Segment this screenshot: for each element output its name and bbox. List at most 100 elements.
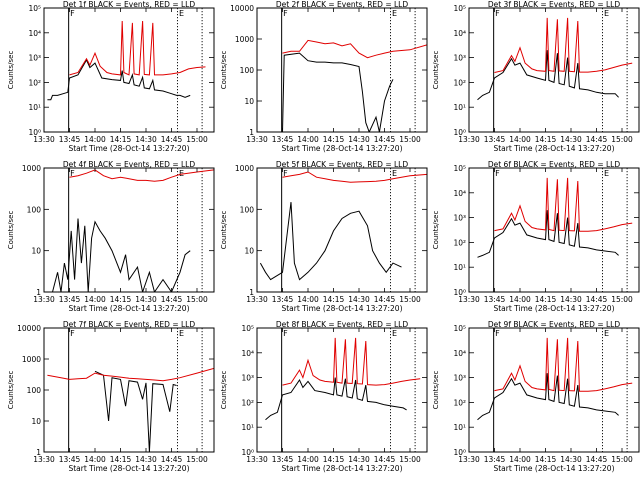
- x-tick-label: 14:15: [535, 135, 557, 144]
- events-series-line: [47, 58, 191, 101]
- lld-series-line: [282, 39, 427, 59]
- x-tick-label: 14:00: [509, 135, 531, 144]
- events-series-line: [477, 50, 619, 101]
- chart-title: Det 8f BLACK = Events, RED = LLD: [276, 320, 409, 329]
- y-axis-label: Counts/sec: [432, 371, 440, 410]
- y-axis-label: Counts/sec: [220, 371, 228, 410]
- y-tick-label: 10⁵: [453, 164, 466, 173]
- y-tick-label: 1: [249, 128, 254, 137]
- plot-frame: [43, 7, 215, 133]
- lld-series-line: [69, 20, 206, 76]
- chart-title: Det 4f BLACK = Events, RED = LLD: [63, 160, 196, 169]
- x-tick-label: 13:45: [484, 135, 506, 144]
- marker-label: E: [179, 169, 184, 178]
- x-tick-label: 13:30: [33, 455, 55, 464]
- x-tick-label: 14:30: [135, 135, 157, 144]
- y-axis-label: Counts/sec: [432, 51, 440, 90]
- chart-title: Det 9f BLACK = Events, RED = LLD: [488, 320, 621, 329]
- y-tick-label: 10³: [453, 214, 466, 223]
- y-tick-label: 100: [27, 205, 42, 214]
- y-tick-label: 10¹: [241, 423, 254, 432]
- y-tick-label: 10⁰: [241, 448, 254, 457]
- y-tick-label: 100: [240, 205, 255, 214]
- y-tick-label: 10¹: [453, 423, 466, 432]
- chart-title: Det 2f BLACK = Events, RED = LLD: [276, 0, 409, 9]
- y-tick-label: 10²: [453, 78, 466, 87]
- x-tick-label: 14:15: [323, 455, 345, 464]
- x-axis-label: Start Time (28-Oct-14 13:27:20): [493, 144, 614, 153]
- y-axis-label: Counts/sec: [7, 51, 15, 90]
- x-tick-label: 14:30: [135, 455, 157, 464]
- plot-frame: [468, 327, 640, 453]
- x-tick-label: 14:45: [161, 295, 183, 304]
- x-tick-label: 14:15: [110, 455, 132, 464]
- x-axis-label: Start Time (28-Oct-14 13:27:20): [68, 144, 189, 153]
- x-tick-label: 14:15: [535, 295, 557, 304]
- y-axis-label: Counts/sec: [220, 51, 228, 90]
- x-tick-label: 14:45: [374, 135, 396, 144]
- y-tick-label: 10⁰: [28, 128, 41, 137]
- x-axis-label: Start Time (28-Oct-14 13:27:20): [493, 464, 614, 473]
- y-tick-label: 10⁵: [241, 324, 254, 333]
- plot-frame: [43, 327, 215, 453]
- events-series-line: [259, 202, 402, 281]
- y-tick-label: 10⁴: [453, 29, 466, 38]
- lld-series-line: [494, 337, 633, 392]
- x-tick-label: 13:30: [458, 135, 480, 144]
- x-tick-label: 14:00: [297, 135, 319, 144]
- x-tick-label: 14:00: [84, 455, 106, 464]
- marker-label: F: [495, 9, 500, 18]
- y-tick-label: 1000: [22, 355, 41, 364]
- y-tick-label: 10⁴: [453, 349, 466, 358]
- x-tick-label: 14:15: [110, 295, 132, 304]
- x-axis-label: Start Time (28-Oct-14 13:27:20): [281, 304, 402, 313]
- x-tick-label: 14:30: [560, 295, 582, 304]
- x-tick-label: 15:00: [186, 455, 208, 464]
- marker-label: F: [283, 169, 288, 178]
- x-tick-label: 14:15: [110, 135, 132, 144]
- chart-title: Det 6f BLACK = Events, RED = LLD: [488, 160, 621, 169]
- y-axis-label: Counts/sec: [220, 211, 228, 250]
- x-tick-label: 15:00: [611, 135, 633, 144]
- y-tick-label: 10³: [453, 374, 466, 383]
- x-tick-label: 13:30: [246, 455, 268, 464]
- y-tick-label: 10²: [453, 238, 466, 247]
- events-series-line: [282, 52, 394, 132]
- x-tick-label: 13:30: [246, 135, 268, 144]
- y-tick-label: 10: [244, 247, 254, 256]
- y-axis-label: Counts/sec: [432, 211, 440, 250]
- y-tick-label: 1000: [22, 164, 41, 173]
- x-tick-label: 14:30: [560, 135, 582, 144]
- lld-series-line: [69, 169, 214, 182]
- x-tick-label: 13:30: [33, 135, 55, 144]
- y-tick-label: 10²: [241, 398, 254, 407]
- x-tick-label: 13:45: [484, 455, 506, 464]
- y-tick-label: 1: [36, 288, 41, 297]
- marker-label: E: [392, 9, 397, 18]
- x-tick-label: 14:30: [348, 135, 370, 144]
- x-tick-label: 14:30: [135, 295, 157, 304]
- lld-series-line: [282, 171, 427, 183]
- x-tick-label: 13:45: [59, 135, 81, 144]
- x-tick-label: 14:45: [586, 135, 608, 144]
- y-axis-label: Counts/sec: [7, 211, 15, 250]
- x-tick-label: 14:45: [161, 135, 183, 144]
- y-tick-label: 10²: [28, 78, 41, 87]
- plot-frame: [256, 327, 428, 453]
- y-tick-label: 10⁰: [453, 448, 466, 457]
- chart-title: Det 1f BLACK = Events, RED = LLD: [63, 0, 196, 9]
- x-tick-label: 14:30: [348, 455, 370, 464]
- marker-label: F: [70, 329, 75, 338]
- x-tick-label: 13:45: [59, 295, 81, 304]
- x-tick-label: 14:00: [84, 295, 106, 304]
- marker-label: F: [495, 169, 500, 178]
- lld-series-line: [47, 367, 214, 382]
- x-tick-label: 15:00: [186, 135, 208, 144]
- y-tick-label: 10³: [453, 54, 466, 63]
- chart-title: Det 5f BLACK = Events, RED = LLD: [276, 160, 409, 169]
- x-tick-label: 14:00: [84, 135, 106, 144]
